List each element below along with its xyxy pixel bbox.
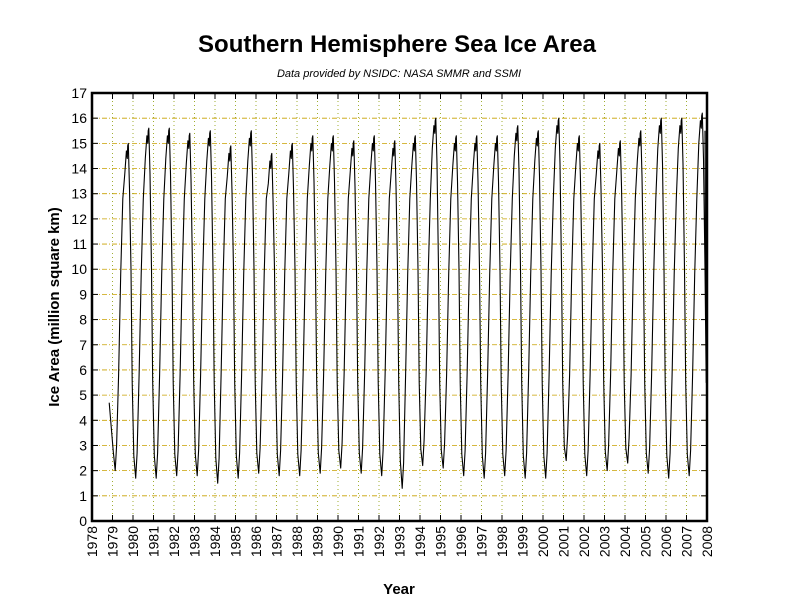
x-tick-label: 1986	[248, 526, 264, 557]
y-tick-label: 2	[79, 463, 87, 479]
x-tick-label: 2004	[617, 526, 633, 557]
x-tick-label: 2001	[556, 526, 572, 557]
x-tick-label: 1996	[453, 526, 469, 557]
x-tick-label: 1981	[146, 526, 162, 557]
y-tick-label: 3	[79, 437, 87, 453]
x-axis-label: Year	[383, 581, 415, 598]
x-tick-label: 1999	[515, 526, 531, 557]
y-tick-label: 16	[71, 110, 87, 126]
x-tick-label: 2003	[597, 526, 613, 557]
grid	[92, 93, 707, 521]
x-tick-label: 2008	[699, 526, 715, 557]
x-tick-label: 2007	[679, 526, 695, 557]
x-tick-label: 1995	[433, 526, 449, 557]
x-tick-label: 2006	[658, 526, 674, 557]
y-tick-label: 6	[79, 362, 87, 378]
y-tick-label: 5	[79, 387, 87, 403]
chart-title: Southern Hemisphere Sea Ice Area	[198, 31, 597, 58]
x-tick-label: 1993	[392, 526, 408, 557]
y-tick-label: 9	[79, 286, 87, 302]
x-tick-label: 1984	[207, 526, 223, 557]
x-tick-label: 1982	[166, 526, 182, 557]
x-tick-label: 1998	[494, 526, 510, 557]
y-tick-label: 15	[71, 135, 87, 151]
y-tick-label: 13	[71, 186, 87, 202]
y-tick-label: 11	[72, 236, 87, 252]
y-tick-label: 12	[71, 211, 87, 227]
y-axis-label: Ice Area (million square km)	[46, 207, 63, 407]
x-tick-label: 1979	[105, 526, 121, 557]
x-tick-label: 1990	[330, 526, 346, 557]
y-tick-label: 17	[71, 85, 87, 101]
y-tick-label: 7	[79, 337, 87, 353]
x-tick-label: 1991	[351, 526, 367, 557]
x-tick-label: 2000	[535, 526, 551, 557]
y-tick-label: 0	[79, 513, 87, 529]
chart-subtitle: Data provided by NSIDC: NASA SMMR and SS…	[277, 68, 521, 80]
plot-area	[108, 112, 707, 489]
series-line	[108, 112, 707, 489]
x-tick-label: 1987	[269, 526, 285, 557]
x-tick-label: 1980	[125, 526, 141, 557]
x-tick-label: 1978	[84, 526, 100, 557]
y-tick-label: 1	[79, 488, 87, 504]
x-tick-label: 1989	[310, 526, 326, 557]
x-tick-label: 1988	[289, 526, 305, 557]
x-tick-label: 1983	[187, 526, 203, 557]
y-tick-label: 14	[71, 161, 87, 177]
x-tick-label: 2002	[576, 526, 592, 557]
y-tick-label: 8	[79, 312, 87, 328]
y-tick-label: 4	[79, 412, 87, 428]
x-tick-label: 1985	[228, 526, 244, 557]
y-tick-label: 10	[71, 261, 87, 277]
x-axis-ticks: 1978 1979 1980 1981 1982 1983 1984 1985 1986 1987…	[84, 93, 715, 557]
x-tick-label: 2005	[638, 526, 654, 557]
x-tick-label: 1992	[371, 526, 387, 557]
x-tick-label: 1997	[474, 526, 490, 557]
x-tick-label: 1994	[412, 526, 428, 557]
